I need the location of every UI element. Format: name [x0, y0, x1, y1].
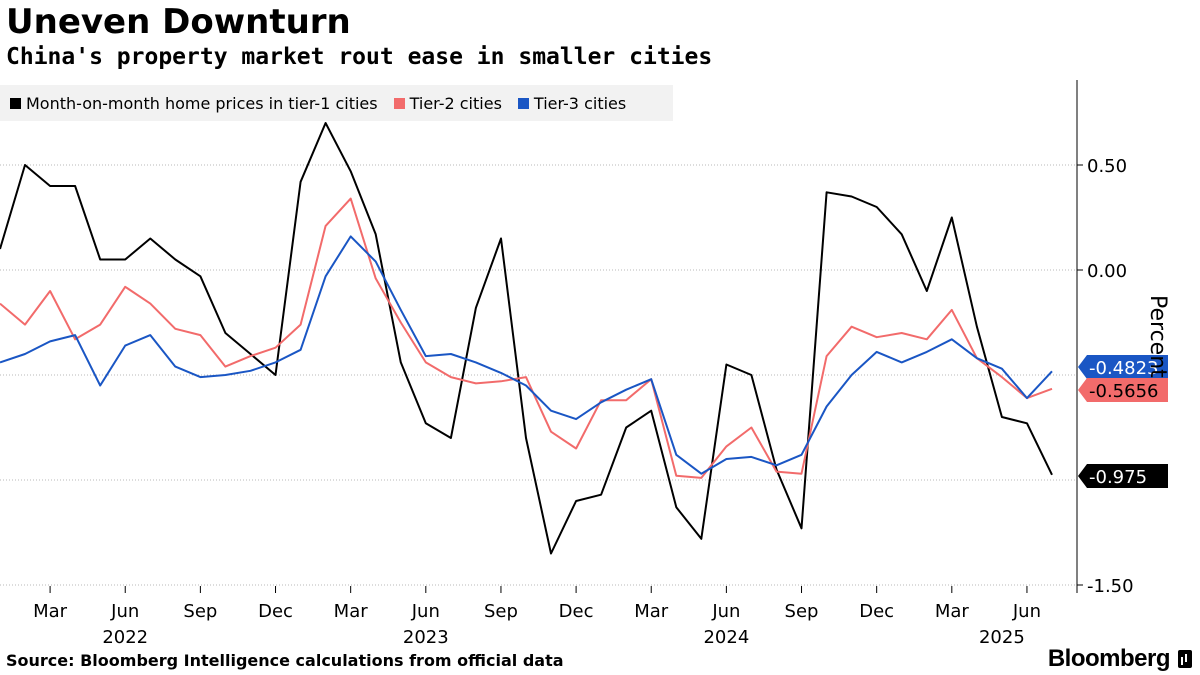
- x-tick-label: Mar: [334, 601, 369, 622]
- x-tick-label: Jun: [711, 601, 740, 622]
- legend-label-tier-3: Tier-3 cities: [533, 93, 627, 113]
- x-year-label: 2022: [102, 627, 148, 648]
- legend-label-tier-1: Month-on-month home prices in tier-1 cit…: [26, 93, 378, 113]
- y-axis-title: Percent: [1145, 295, 1170, 378]
- end-value-label-3: -0.4823: [1089, 358, 1158, 379]
- x-year-label: 2025: [979, 627, 1025, 648]
- x-tick-label: Mar: [634, 601, 669, 622]
- chart-title: Uneven Downturn: [6, 2, 351, 42]
- y-tick-label: 0.00: [1087, 261, 1127, 282]
- x-tick-label: Dec: [859, 601, 894, 622]
- x-tick-label: Mar: [33, 601, 68, 622]
- legend-item-tier-3: Tier-3 cities: [517, 93, 627, 113]
- bloomberg-terminal-icon: [1178, 650, 1192, 668]
- x-tick-label: Sep: [183, 601, 217, 622]
- y-tick-label: -1.50: [1087, 576, 1134, 597]
- x-year-label: 2024: [703, 627, 749, 648]
- legend-label-tier-2: Tier-2 cities: [409, 93, 502, 113]
- x-tick-label: Jun: [110, 601, 139, 622]
- end-label-tag-1: [1078, 464, 1168, 488]
- legend-item-tier-2: Tier-2 cities: [393, 93, 502, 113]
- legend-swatch-tier-2: [393, 97, 405, 109]
- end-value-label-1: -0.975: [1089, 467, 1147, 488]
- legend-swatch-tier-3: [517, 97, 529, 109]
- end-value-label-2: -0.5656: [1089, 381, 1158, 402]
- end-label-tag-3: [1078, 355, 1168, 379]
- x-tick-label: Jun: [411, 601, 440, 622]
- series-line-2: [0, 197, 1053, 479]
- legend-item-tier-1: Month-on-month home prices in tier-1 cit…: [10, 94, 378, 113]
- x-tick-label: Sep: [785, 601, 819, 622]
- series-line-1: [0, 122, 1053, 555]
- x-tick-label: Jun: [1012, 601, 1041, 622]
- x-tick-label: Sep: [484, 601, 518, 622]
- brand-text: Bloomberg: [1047, 645, 1171, 672]
- source-note: Source: Bloomberg Intelligence calculati…: [6, 651, 564, 670]
- legend-swatch-tier-1: [10, 97, 21, 109]
- x-tick-label: Mar: [935, 601, 970, 622]
- legend: Month-on-month home prices in tier-1 cit…: [0, 85, 673, 121]
- bloomberg-logo: Bloomberg: [1048, 645, 1192, 673]
- y-tick-label: 0.50: [1087, 156, 1127, 177]
- series-line-3: [0, 235, 1053, 475]
- x-year-label: 2023: [403, 627, 449, 648]
- x-tick-label: Dec: [559, 601, 594, 622]
- x-tick-label: Dec: [258, 601, 293, 622]
- end-label-tag-2: [1078, 378, 1168, 402]
- chart-subtitle: China's property market rout ease in sma…: [6, 44, 713, 70]
